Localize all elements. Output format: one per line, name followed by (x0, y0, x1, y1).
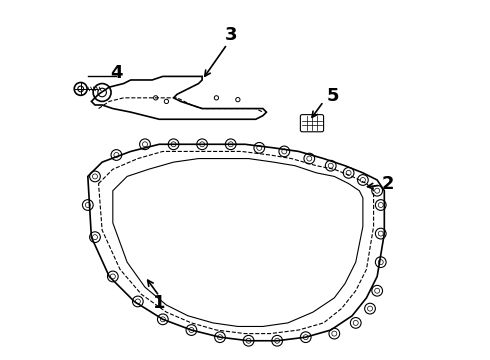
Text: 3: 3 (224, 26, 237, 44)
Text: 1: 1 (153, 294, 166, 312)
Text: 5: 5 (326, 87, 339, 105)
Text: 2: 2 (382, 175, 394, 193)
Text: 4: 4 (110, 64, 122, 82)
